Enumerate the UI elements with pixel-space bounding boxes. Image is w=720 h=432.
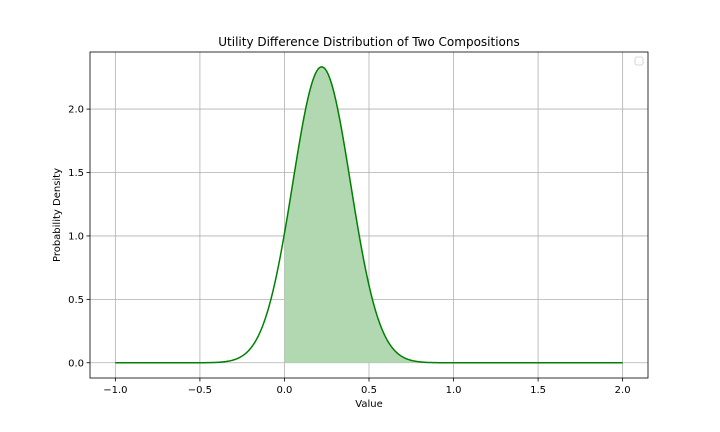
y-axis-ticks: 0.0 0.5 1.0 1.5 2.0: [68, 105, 90, 369]
y-tick-label: 0.0: [68, 358, 84, 369]
y-tick-label: 1.0: [68, 231, 84, 242]
chart-title: Utility Difference Distribution of Two C…: [218, 35, 520, 49]
y-tick-label: 2.0: [68, 105, 84, 116]
x-axis-label: Value: [355, 399, 382, 410]
y-axis-label: Probability Density: [52, 168, 63, 262]
x-axis-ticks: −1.0 −0.5 0.0 0.5 1.0 1.5 2.0: [103, 378, 631, 396]
legend-box: [634, 56, 644, 66]
x-tick-label: 0.0: [277, 385, 293, 396]
x-tick-label: 1.0: [446, 385, 462, 396]
x-tick-label: −1.0: [103, 385, 127, 396]
x-tick-label: 1.5: [530, 385, 546, 396]
density-curve: [115, 66, 623, 364]
y-tick-label: 0.5: [68, 295, 84, 306]
y-tick-label: 1.5: [68, 168, 84, 179]
x-tick-label: −0.5: [188, 385, 212, 396]
shaded-area: [284, 66, 623, 363]
x-tick-label: 2.0: [615, 385, 631, 396]
x-tick-label: 0.5: [361, 385, 377, 396]
